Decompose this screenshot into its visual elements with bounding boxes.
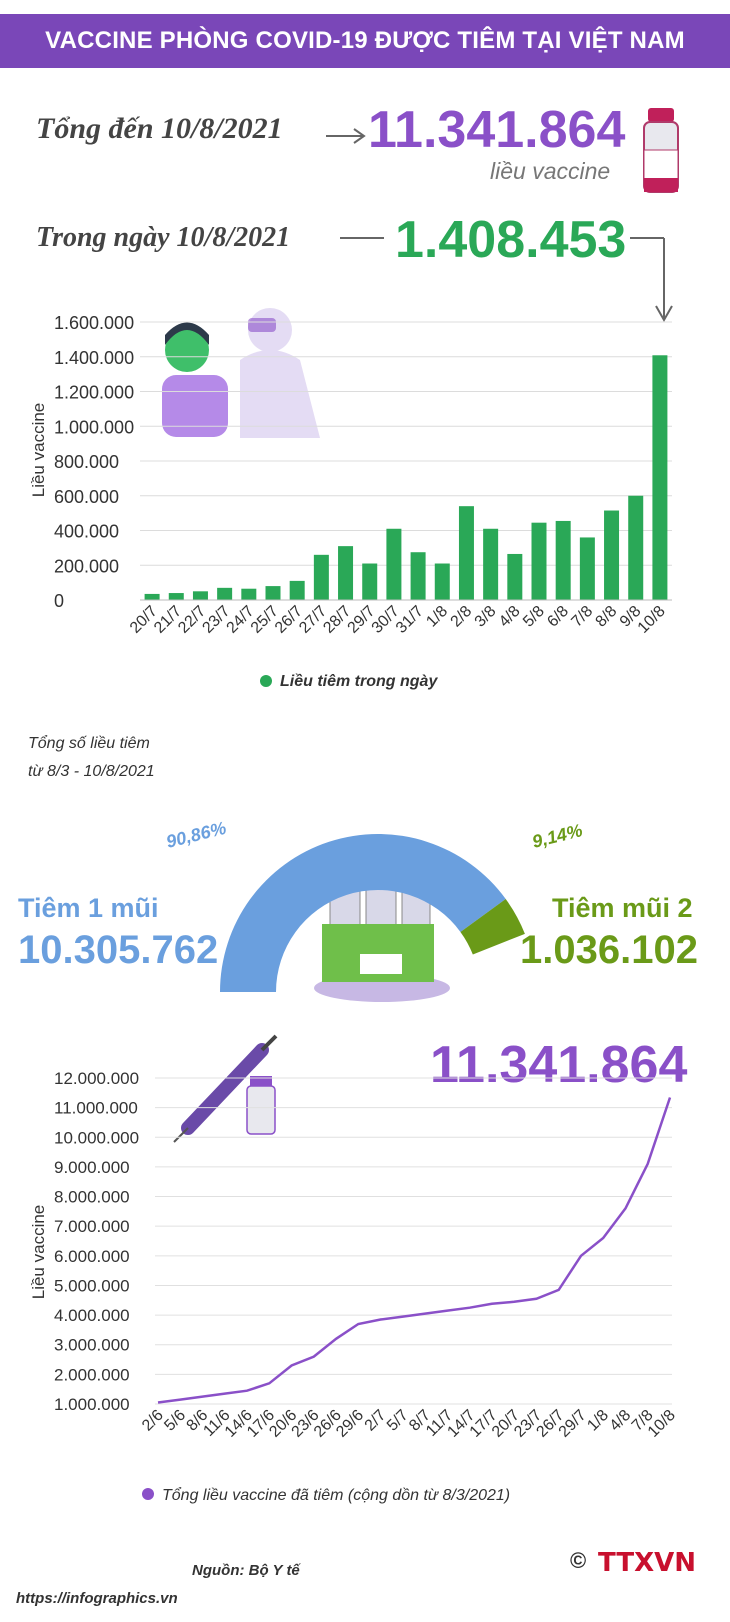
bar-24/7 [241,588,257,600]
bar-25/7 [265,586,281,600]
daily-doses-bar-chart: 0 200.000 400.000 600.000 800.000 1.000.000 1.… [29,313,672,690]
line-y-tick-label: 2.000.000 [54,1365,130,1384]
line-y-tick-label: 3.000.000 [54,1336,130,1355]
daily-value: 1.408.453 [395,211,627,269]
cumulative-doses-line-chart: 1.000.000 2.000.000 3.000.000 4.000.000 5.00… [29,1069,679,1504]
bar-y-axis-label: Liều vaccine [29,403,48,498]
line-y-tick-label: 4.000.000 [54,1306,130,1325]
line-legend-marker [142,1488,154,1500]
bar-x-tick-label: 7/8 [568,603,596,631]
bar-legend-marker [260,675,272,687]
daily-label: Trong ngày 10/8/2021 [36,222,291,253]
bar-y-tick-label: 400.000 [54,522,119,542]
bar-31/7 [410,552,426,600]
bar-6/8 [555,520,571,600]
bar-22/7 [192,591,208,600]
line-x-tick-label: 10/8 [645,1407,679,1441]
donut-percent-2: 9,14% [530,820,584,852]
bar-y-tick-label: 600.000 [54,487,119,507]
bar-x-tick-label: 8/8 [593,603,621,631]
line-y-tick-label: 1.000.000 [54,1395,130,1414]
line-highlight-value: 11.341.864 [430,1036,688,1094]
bar-x-tick-label: 5/8 [520,603,548,631]
bar-29/7 [362,563,378,600]
line-y-tick-label: 7.000.000 [54,1217,130,1236]
bar-x-tick-label: 3/8 [472,603,500,631]
total-value: 11.341.864 [368,101,626,159]
bar-y-tick-label: 1.400.000 [54,348,134,368]
url-link[interactable]: https://infographics.vn [16,1590,178,1607]
bar-y-tick-label: 1.600.000 [54,313,134,333]
line-y-tick-label: 9.000.000 [54,1158,130,1177]
donut-slice-1 [220,834,506,992]
line-y-axis-label: Liều vaccine [29,1205,48,1300]
bar-y-tick-label: 800.000 [54,452,119,472]
bar-x-tick-label: 6/8 [544,603,572,631]
bar-x-tick-label: 2/8 [448,603,476,631]
bar-y-tick-label: 1.200.000 [54,383,134,403]
dose1-value: 10.305.762 [18,928,219,972]
line-y-tick-label: 11.000.000 [54,1099,138,1118]
bar-26/7 [289,580,305,600]
donut-slice-2 [460,898,525,955]
donut-title: Tổng số liều tiêm từ 8/3 - 10/8/2021 [28,735,155,780]
line-series [157,1097,672,1404]
donut-percent-1: 90,86% [164,818,228,852]
bar-27/7 [313,554,329,600]
bar-legend-label: Liều tiêm trong ngày [280,673,438,690]
bar-5/8 [531,522,547,600]
ttxvn-logo: TTXVN [598,1548,696,1578]
bar-1/8 [434,563,450,600]
bar-y-tick-label: 200.000 [54,556,119,576]
dose2-value: 1.036.102 [520,928,698,972]
line-y-tick-label: 12.000.000 [54,1069,139,1088]
bar-x-tick-label: 10/8 [635,603,669,637]
total-label: Tổng đến 10/8/2021 [36,112,283,145]
line-legend-label: Tổng liều vaccine đã tiêm (cộng dồn từ 8… [162,1486,510,1504]
syringe-icon [173,1034,278,1143]
line-y-tick-label: 6.000.000 [54,1247,130,1266]
small-vial-icon [246,1076,276,1135]
line-y-tick-label: 10.000.000 [54,1128,139,1147]
copyright-symbol: © [570,1548,587,1573]
vaccine-vial-icon [643,108,679,193]
bar-9/8 [628,495,644,600]
right-arrow-icon [326,128,366,144]
line-y-tick-label: 5.000.000 [54,1276,130,1295]
bar-y-tick-label: 1.000.000 [54,417,134,437]
bar-7/8 [579,537,595,600]
bar-x-tick-label: 4/8 [496,603,524,631]
bar-y-tick-label: 0 [54,591,64,611]
bar-3/8 [483,528,499,600]
bar-x-tick-label: 1/8 [423,603,451,631]
bar-x-tick-label: 31/7 [393,603,427,637]
bar-28/7 [338,546,354,600]
bar-10/8 [652,355,668,600]
page-title: VACCINE PHÒNG COVID-19 ĐƯỢC TIÊM TẠI VIỆ… [45,27,685,54]
vaccination-illustration [162,308,320,438]
bar-20/7 [144,593,160,600]
bar-21/7 [168,593,184,600]
bar-30/7 [386,528,402,600]
bar-23/7 [217,587,233,600]
dose2-label: Tiêm mũi 2 [552,893,693,923]
total-unit: liều vaccine [490,158,611,184]
title-banner [0,14,730,68]
bar-4/8 [507,553,523,600]
bar-8/8 [604,510,620,600]
line-y-tick-label: 8.000.000 [54,1188,130,1207]
connector-arrow-icon [340,237,673,323]
source-text: Nguồn: Bộ Y tế [192,1562,300,1579]
dose1-label: Tiêm 1 mũi [18,893,159,923]
bar-2/8 [458,506,474,600]
